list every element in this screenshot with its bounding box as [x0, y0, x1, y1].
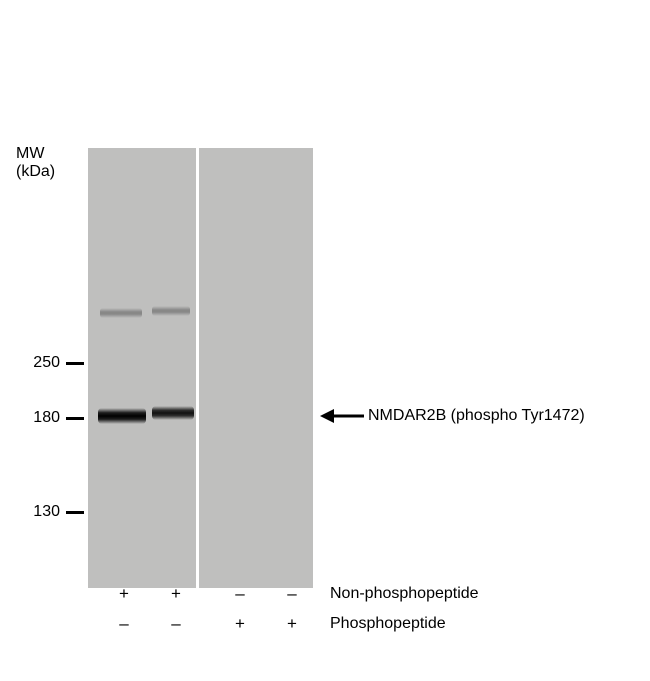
treatment-name: Phosphopeptide [330, 615, 446, 633]
blot-band-upper [100, 308, 142, 318]
treatment-cell: + [156, 584, 196, 604]
mw-tick-dash [66, 511, 84, 514]
mw-tick: 180 [16, 409, 84, 427]
mw-header: MW (kDa) [16, 145, 55, 181]
target-label: NMDAR2B (phospho Tyr1472) [368, 407, 585, 425]
mw-tick-label: 130 [16, 503, 60, 521]
blot-band-main [98, 408, 146, 424]
mw-tick-dash [66, 362, 84, 365]
treatment-cell: – [272, 584, 312, 604]
arrow-left-icon [320, 404, 364, 428]
blot-band-upper [152, 306, 190, 316]
treatment-cell: + [104, 584, 144, 604]
western-blot-membrane [88, 148, 313, 588]
blot-divider [196, 148, 199, 588]
mw-tick: 130 [16, 503, 84, 521]
mw-tick-label: 250 [16, 354, 60, 372]
treatment-cell: – [156, 614, 196, 634]
mw-header-line1: MW [16, 145, 55, 163]
mw-tick-label: 180 [16, 409, 60, 427]
treatment-cell: – [104, 614, 144, 634]
mw-tick-dash [66, 417, 84, 420]
treatment-name: Non-phosphopeptide [330, 585, 479, 603]
mw-header-line2: (kDa) [16, 163, 55, 181]
treatment-cell: + [272, 614, 312, 634]
treatment-cell: – [220, 584, 260, 604]
target-annotation: NMDAR2B (phospho Tyr1472) [320, 404, 585, 428]
mw-tick: 250 [16, 354, 84, 372]
blot-band-main [152, 406, 194, 420]
treatment-cell: + [220, 614, 260, 634]
